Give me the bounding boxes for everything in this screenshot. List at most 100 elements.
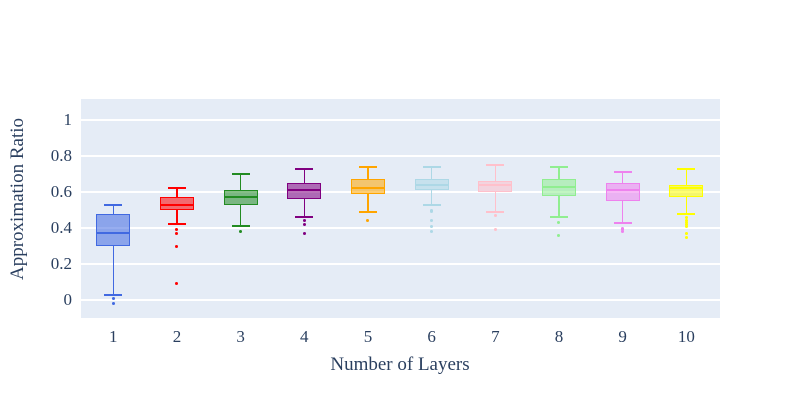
median-line — [287, 189, 322, 192]
outlier-point — [557, 221, 561, 225]
whisker-cap-upper — [104, 203, 123, 206]
box-series-9 — [81, 99, 720, 318]
whisker-cap-lower — [358, 210, 377, 213]
outlier-point — [684, 224, 688, 228]
gridline — [81, 191, 720, 193]
whisker-cap-lower — [486, 210, 505, 213]
box-iqr — [478, 181, 513, 192]
whisker-cap-upper — [167, 187, 186, 190]
x-tick-label: 8 — [554, 327, 564, 346]
y-tick-label: 0 — [63, 290, 73, 309]
x-tick-label: 9 — [618, 327, 627, 346]
median-line — [350, 187, 385, 190]
outlier-point — [430, 219, 434, 223]
box-series-8 — [81, 99, 720, 318]
x-tick-label: 1 — [109, 327, 118, 346]
y-tick-label: 0.8 — [50, 146, 72, 165]
whisker-upper — [494, 165, 497, 182]
whisker-lower — [112, 246, 115, 295]
outlier-point — [430, 210, 434, 214]
median-line — [605, 189, 640, 192]
y-tick-label: 1 — [63, 110, 73, 129]
whisker-cap-upper — [358, 165, 377, 168]
outlier-point — [302, 219, 306, 223]
median-line — [669, 187, 704, 190]
y-tick-label: 0.2 — [50, 254, 72, 273]
median-line — [223, 196, 258, 199]
whisker-cap-lower — [167, 223, 186, 226]
whisker-cap-lower — [422, 203, 441, 206]
outlier-point — [175, 244, 179, 248]
whisker-lower — [176, 210, 178, 225]
x-tick-label: 2 — [172, 327, 182, 346]
outlier-point — [430, 224, 434, 228]
whisker-cap-upper — [613, 171, 632, 174]
whisker-cap-lower — [104, 293, 123, 296]
box-series-1 — [81, 99, 720, 318]
box-iqr — [96, 213, 131, 246]
outlier-point — [302, 231, 306, 235]
y-tick-label: 0.4 — [50, 218, 72, 237]
box-iqr — [350, 179, 385, 194]
outlier-point — [493, 213, 497, 217]
whisker-upper — [112, 204, 115, 214]
y-tick-label: 0.6 — [50, 182, 72, 201]
gridline — [81, 155, 720, 157]
whisker-upper — [176, 188, 178, 198]
whisker-upper — [367, 166, 369, 180]
outlier-point — [621, 226, 625, 230]
whisker-lower — [558, 195, 560, 218]
x-tick-label: 4 — [300, 327, 309, 346]
outlier-point — [175, 282, 179, 286]
whisker-cap-lower — [677, 212, 696, 215]
median-line — [478, 183, 513, 186]
whisker-cap-lower — [549, 216, 568, 219]
median-line — [159, 203, 194, 206]
outlier-point — [111, 302, 115, 306]
box-series-6 — [81, 99, 720, 318]
x-tick-label: 7 — [491, 327, 500, 346]
whisker-cap-upper — [677, 167, 696, 170]
whisker-lower — [685, 197, 688, 214]
whisker-lower — [621, 201, 624, 223]
outlier-point — [684, 219, 688, 223]
box-series-3 — [81, 99, 720, 318]
whisker-upper — [303, 168, 306, 183]
x-tick-label: 10 — [677, 327, 695, 346]
box-series-10 — [81, 99, 720, 318]
outlier-point — [111, 296, 115, 300]
whisker-lower — [367, 193, 369, 212]
box-series-4 — [81, 99, 720, 318]
whisker-lower — [239, 204, 242, 227]
outlier-point — [175, 228, 179, 232]
box-series-2 — [81, 99, 720, 318]
x-tick-label: 5 — [363, 327, 373, 346]
plot-area — [81, 99, 720, 318]
outlier-point — [684, 222, 688, 226]
x-tick-label: 6 — [427, 327, 436, 346]
whisker-cap-lower — [613, 221, 632, 224]
gridline — [81, 227, 720, 229]
whisker-lower — [494, 192, 497, 212]
outlier-point — [684, 235, 688, 239]
outlier-point — [557, 233, 561, 237]
whisker-cap-lower — [231, 225, 250, 228]
outlier-point — [175, 231, 179, 235]
gridline — [81, 119, 720, 121]
outlier-point — [493, 228, 497, 232]
outlier-point — [302, 222, 306, 226]
whisker-upper — [239, 174, 242, 191]
outlier-point — [430, 230, 434, 234]
outlier-point — [684, 221, 688, 225]
whisker-upper — [558, 166, 560, 180]
whisker-cap-lower — [295, 216, 314, 219]
whisker-cap-upper — [422, 165, 441, 168]
median-line — [96, 232, 131, 235]
x-axis-title: Number of Layers — [330, 354, 470, 375]
whisker-cap-upper — [295, 167, 314, 170]
gridline — [81, 263, 720, 265]
outlier-point — [684, 231, 688, 235]
outlier-point — [621, 228, 625, 232]
whisker-upper — [685, 168, 688, 185]
